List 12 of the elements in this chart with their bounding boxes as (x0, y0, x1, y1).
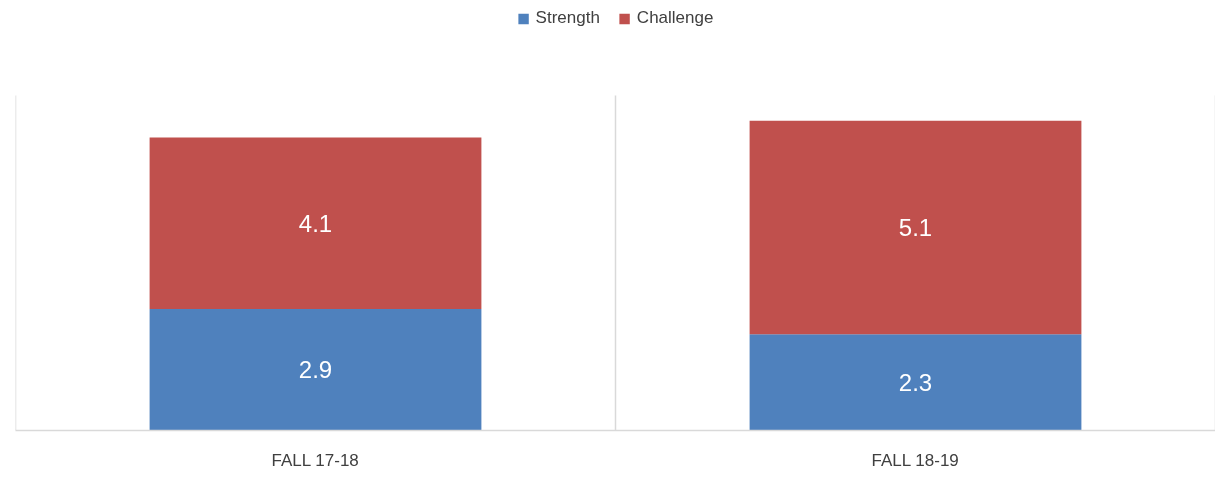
data-label: 4.1 (298, 209, 333, 237)
x-tick-label: FALL 17-18 (271, 450, 359, 470)
data-label: 2.9 (298, 356, 333, 384)
bar (749, 334, 1082, 431)
bar (149, 309, 482, 431)
x-tick-label: FALL 18-19 (871, 450, 959, 470)
bar (149, 137, 482, 310)
bar (749, 120, 1082, 335)
legend-label: Challenge (636, 8, 714, 28)
data-label: 5.1 (898, 213, 933, 241)
legend-label: Strength (535, 8, 600, 28)
data-label: 2.3 (898, 368, 933, 396)
